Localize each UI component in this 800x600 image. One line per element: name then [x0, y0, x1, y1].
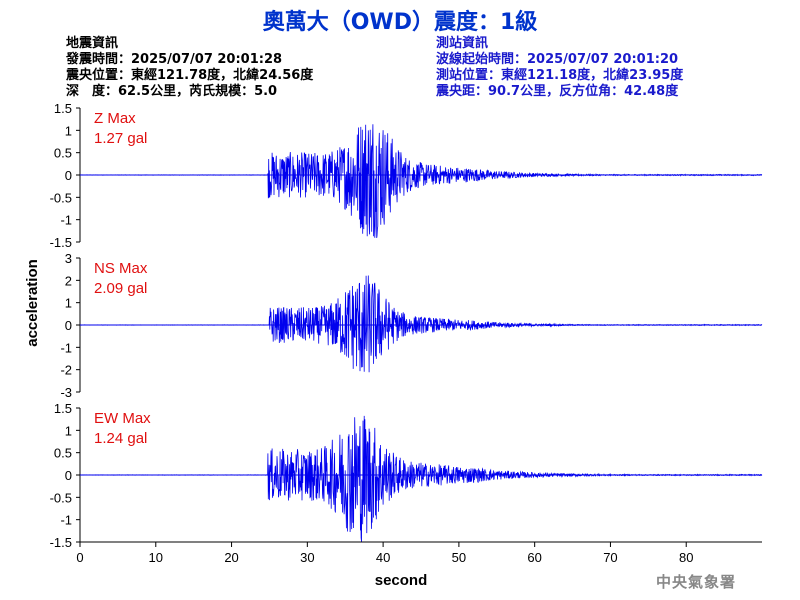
ns-waveform — [79, 275, 763, 373]
xtick-label: 20 — [224, 550, 238, 565]
wave-start-time: 波線起始時間：2025/07/07 20:01:20 — [436, 52, 679, 67]
y-axis-label: acceleration — [24, 259, 41, 347]
epicentral-distance: 震央距：90.7公里，反方位角：42.48度 — [436, 84, 679, 99]
depth-magnitude: 深 度：62.5公里，芮氏規模：5.0 — [66, 84, 278, 99]
z-ytick-label: 1.5 — [54, 101, 72, 116]
ns-ytick-label: 2 — [65, 273, 72, 288]
ns-ytick-label: 0 — [65, 318, 72, 333]
ew-max-value: 1.24 gal — [94, 430, 147, 447]
agency-watermark: 中央氣象署 — [656, 573, 737, 591]
station-info-block: 測站資訊 波線起始時間：2025/07/07 20:01:20 測站位置：東經1… — [436, 36, 683, 100]
xtick-label: 0 — [76, 550, 83, 565]
xtick-label: 70 — [603, 550, 617, 565]
z-ytick-label: -1.5 — [50, 235, 72, 250]
z-max-title: Z Max — [94, 110, 136, 127]
xtick-label: 10 — [149, 550, 163, 565]
ns-ytick-label: 3 — [65, 251, 72, 266]
ew-ytick-label: -1 — [60, 513, 72, 528]
ns-ytick-label: -1 — [60, 340, 72, 355]
ew-ytick-label: 1.5 — [54, 401, 72, 416]
xtick-label: 40 — [376, 550, 390, 565]
ns-ytick-label: -2 — [60, 363, 72, 378]
x-axis-label: second — [375, 572, 428, 589]
xtick-label: 30 — [300, 550, 314, 565]
ew-ytick-label: 1 — [65, 423, 72, 438]
ew-ytick-label: -0.5 — [50, 490, 72, 505]
ew-ytick-label: 0.5 — [54, 446, 72, 461]
ew-waveform — [79, 415, 763, 542]
station-info-heading: 測站資訊 — [436, 36, 489, 51]
z-ytick-label: 0 — [65, 168, 72, 183]
z-ytick-label: 0.5 — [54, 146, 72, 161]
ew-ytick-label: 0 — [65, 468, 72, 483]
z-waveform — [79, 124, 763, 238]
earthquake-info-block: 地震資訊 發震時間：2025/07/07 20:01:28 震央位置：東經121… — [66, 36, 313, 100]
chart-title: 奧萬大（OWD）震度：1級 — [262, 10, 538, 35]
xtick-label: 80 — [679, 550, 693, 565]
xtick-label: 50 — [452, 550, 466, 565]
z-max-value: 1.27 gal — [94, 130, 147, 147]
z-ytick-label: 1 — [65, 123, 72, 138]
station-location: 測站位置：東經121.18度，北緯23.95度 — [436, 68, 684, 83]
ew-max-title: EW Max — [94, 410, 151, 427]
earthquake-info-heading: 地震資訊 — [66, 36, 119, 51]
ns-ytick-label: -3 — [60, 385, 72, 400]
ns-max-title: NS Max — [94, 260, 148, 277]
z-ytick-label: -1 — [60, 213, 72, 228]
origin-time: 發震時間：2025/07/07 20:01:28 — [66, 52, 283, 67]
ew-ytick-label: -1.5 — [50, 535, 72, 550]
xtick-label: 60 — [527, 550, 541, 565]
ns-ytick-label: 1 — [65, 296, 72, 311]
z-ytick-label: -0.5 — [50, 190, 72, 205]
ns-max-value: 2.09 gal — [94, 280, 147, 297]
epicenter-location: 震央位置：東經121.78度，北緯24.56度 — [66, 68, 314, 83]
